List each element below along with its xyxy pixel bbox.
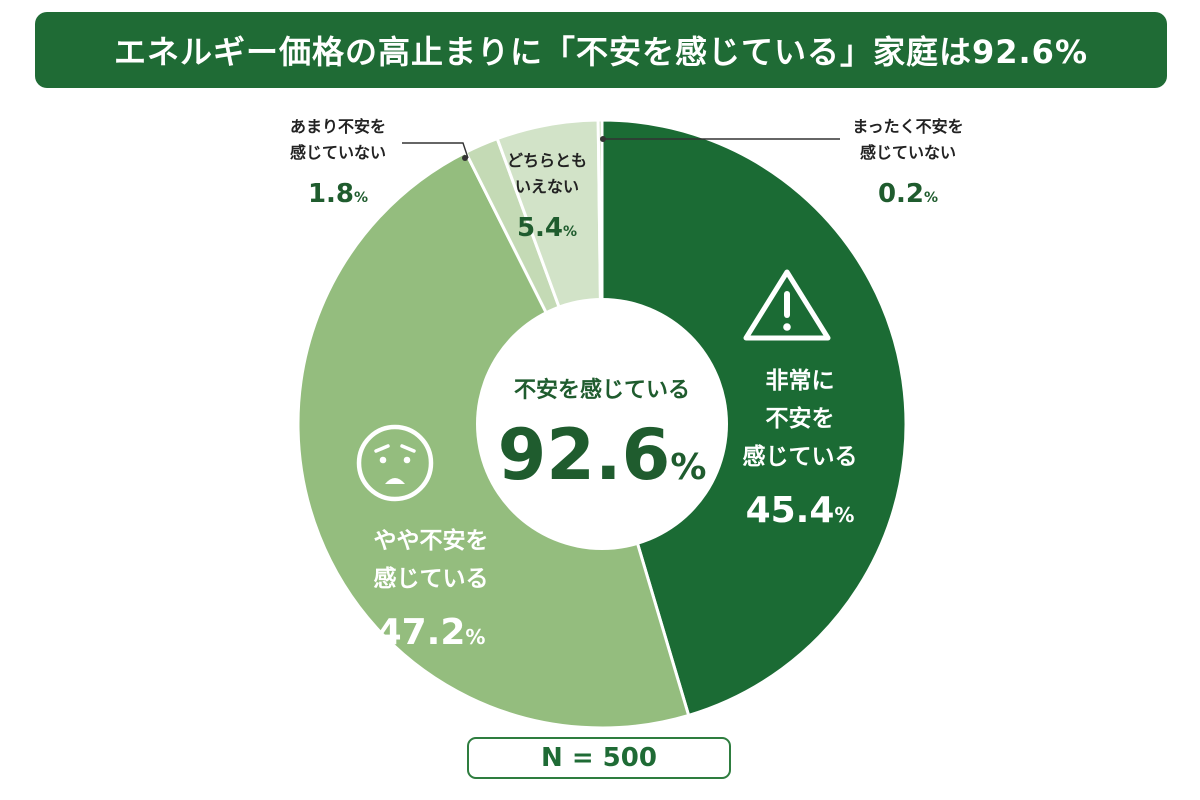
slice-label-line: 感じていない [860, 143, 956, 162]
sample-size-label: N = 500 [541, 743, 657, 773]
slice-value-not-at-all-anxious: 0.2% [878, 179, 938, 209]
slice-value-very-anxious: 45.4% [746, 490, 855, 531]
slice-label-line: あまり不安を [290, 117, 386, 136]
slice-label-line: どちらとも [507, 151, 587, 170]
donut-hole [476, 298, 728, 550]
slice-label-line: やや不安を [374, 527, 489, 554]
slice-value-not-very-anxious: 1.8% [308, 179, 368, 209]
leader-line-not-very-anxious [402, 142, 469, 159]
slice-value-neutral: 5.4% [517, 213, 577, 243]
slice-label-line: 非常に [766, 368, 835, 394]
warning-icon [743, 269, 831, 341]
sample-size-box: N = 500 [467, 737, 731, 779]
center-label: 不安を感じている [514, 377, 690, 403]
center-total: 92.6% [498, 414, 707, 496]
slice-label-line: まったく不安を [852, 117, 963, 136]
slice-label-line: 不安を [766, 405, 835, 432]
leader-dot-not-at-all-anxious [600, 136, 606, 142]
slice-label-line: 感じている [374, 565, 489, 592]
chart-title: エネルギー価格の高止まりに「不安を感じている」家庭は92.6% [113, 33, 1089, 71]
slice-value-somewhat-anxious: 47.2% [377, 612, 486, 653]
worried-face-icon [356, 424, 434, 502]
title-banner: エネルギー価格の高止まりに「不安を感じている」家庭は92.6% [35, 12, 1167, 88]
slice-label-line: 感じていない [290, 143, 386, 162]
leader-dot-not-very-anxious [462, 155, 468, 161]
slice-label-line: 感じている [743, 443, 858, 470]
pie-slice-very-anxious [600, 118, 908, 718]
slice-label-line: いえない [515, 177, 579, 196]
